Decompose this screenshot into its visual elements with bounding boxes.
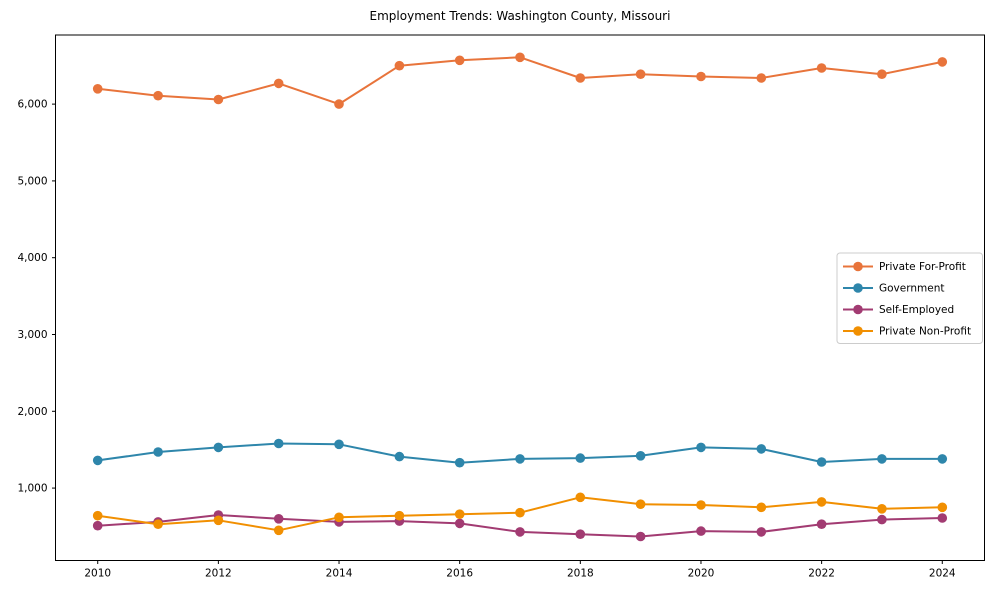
data-point-private-for-profit-2014 <box>334 99 344 109</box>
data-point-government-2023 <box>877 454 887 464</box>
data-point-private-for-profit-2023 <box>877 69 887 79</box>
legend: Private For-Profit Government Self-Employe… <box>836 252 983 344</box>
data-point-private-for-profit-2012 <box>213 94 224 105</box>
legend-marker-private-non-profit <box>853 326 863 336</box>
data-point-private-for-profit-2013 <box>273 78 284 89</box>
axis-ticks: 2010 2012 2014 2016 2018 2020 2022 2024 1,000 2,0… <box>17 99 956 580</box>
legend-label-self-employed: Self-Employed <box>879 304 954 316</box>
data-point-private-for-profit-2017 <box>515 52 525 63</box>
series-self-employed <box>92 510 948 542</box>
data-point-government-2015 <box>394 451 405 462</box>
legend-label-government: Government <box>879 283 944 295</box>
x-tick-label: 2014 <box>326 568 353 580</box>
data-point-private-non-profit-2024 <box>937 502 948 513</box>
data-point-government-2017 <box>515 454 525 464</box>
data-point-private-non-profit-2022 <box>816 497 827 507</box>
data-point-private-non-profit-2020 <box>696 500 706 510</box>
legend-label-private-for-profit: Private For-Profit <box>879 261 966 273</box>
data-point-private-for-profit-2020 <box>696 71 706 82</box>
y-tick-label: 1,000 <box>17 483 47 495</box>
plot-area-frame <box>55 34 985 561</box>
series-private-for-profit <box>92 52 948 109</box>
x-tick-label: 2010 <box>84 568 111 580</box>
legend-item-self-employed: Self-Employed <box>843 304 954 316</box>
x-tick-label: 2024 <box>929 568 956 580</box>
data-point-government-2018 <box>575 453 586 463</box>
series-private-non-profit <box>92 492 948 536</box>
x-tick-label: 2020 <box>688 568 715 580</box>
y-tick-label: 6,000 <box>17 99 47 111</box>
x-tick-label: 2012 <box>205 568 232 580</box>
data-point-private-for-profit-2019 <box>635 69 646 79</box>
x-tick-label: 2016 <box>446 568 473 580</box>
data-point-private-for-profit-2015 <box>394 60 405 71</box>
data-point-self-employed-2013 <box>273 514 284 524</box>
legend-marker-private-for-profit <box>853 261 863 272</box>
data-point-private-for-profit-2024 <box>937 57 948 67</box>
y-tick-label: 2,000 <box>17 406 47 418</box>
legend-item-private-non-profit: Private Non-Profit <box>843 326 971 338</box>
data-point-government-2014 <box>334 439 344 450</box>
data-point-government-2010 <box>92 455 103 466</box>
data-point-government-2020 <box>696 442 706 453</box>
legend-marker-self-employed <box>853 304 863 315</box>
data-point-private-for-profit-2018 <box>575 73 586 83</box>
data-point-private-non-profit-2016 <box>454 509 465 519</box>
y-tick-label: 3,000 <box>17 329 47 341</box>
legend-box <box>836 252 983 344</box>
data-point-self-employed-2016 <box>454 518 465 529</box>
legend-item-government: Government <box>843 283 944 295</box>
data-point-self-employed-2018 <box>575 529 586 539</box>
data-point-self-employed-2019 <box>635 531 646 542</box>
data-point-government-2011 <box>153 447 163 457</box>
data-point-government-2012 <box>213 442 224 453</box>
data-point-government-2024 <box>937 454 948 464</box>
legend-marker-government <box>853 283 863 293</box>
data-point-self-employed-2020 <box>696 526 706 536</box>
data-point-government-2022 <box>816 457 827 467</box>
data-point-self-employed-2023 <box>877 514 887 525</box>
data-point-private-non-profit-2019 <box>635 499 646 510</box>
data-series <box>92 52 948 542</box>
data-point-private-non-profit-2015 <box>394 510 405 521</box>
data-point-private-for-profit-2022 <box>816 63 827 73</box>
y-tick-label: 4,000 <box>17 252 47 264</box>
data-point-private-non-profit-2014 <box>334 512 344 523</box>
data-point-self-employed-2024 <box>937 513 948 523</box>
x-tick-label: 2022 <box>808 568 835 580</box>
data-point-private-non-profit-2012 <box>213 515 224 526</box>
data-point-private-non-profit-2023 <box>877 504 887 514</box>
data-point-private-non-profit-2017 <box>515 507 525 518</box>
series-government <box>92 438 948 468</box>
data-point-government-2016 <box>454 457 465 468</box>
data-point-private-for-profit-2021 <box>756 73 767 83</box>
data-point-self-employed-2022 <box>816 519 827 529</box>
data-point-private-non-profit-2010 <box>92 510 103 521</box>
data-point-private-non-profit-2011 <box>153 519 163 529</box>
data-point-self-employed-2021 <box>756 527 767 537</box>
data-point-private-non-profit-2021 <box>756 502 767 513</box>
legend-label-private-non-profit: Private Non-Profit <box>879 326 971 338</box>
chart-title: Employment Trends: Washington County, Mi… <box>370 9 671 23</box>
data-point-private-non-profit-2018 <box>575 492 586 503</box>
legend-item-private-for-profit: Private For-Profit <box>843 261 966 273</box>
data-point-private-non-profit-2013 <box>273 525 284 536</box>
data-point-government-2019 <box>635 451 646 461</box>
data-point-self-employed-2017 <box>515 527 525 537</box>
data-point-private-for-profit-2016 <box>454 55 465 66</box>
data-point-private-for-profit-2010 <box>92 84 103 94</box>
data-point-self-employed-2010 <box>92 520 103 531</box>
x-tick-label: 2018 <box>567 568 594 580</box>
y-tick-label: 5,000 <box>17 175 47 187</box>
data-point-government-2013 <box>273 438 284 449</box>
data-point-government-2021 <box>756 444 767 454</box>
data-point-private-for-profit-2011 <box>153 90 163 101</box>
